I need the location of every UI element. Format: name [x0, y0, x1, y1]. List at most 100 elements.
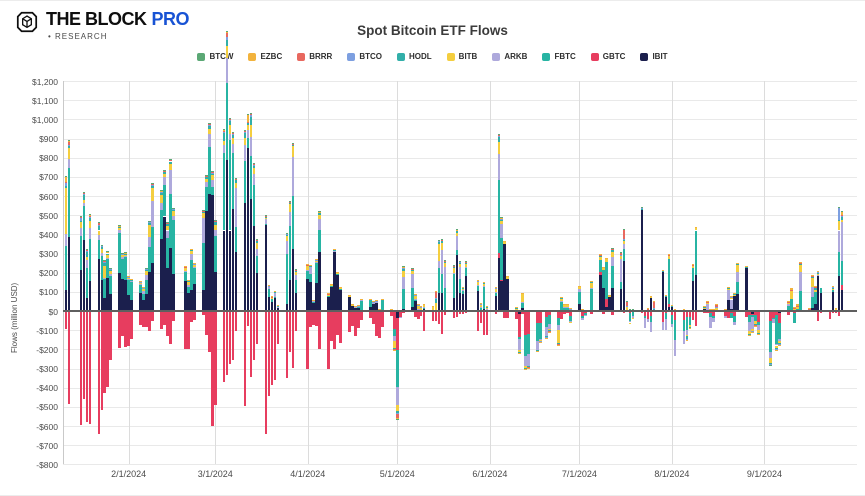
bar-segment-hodl[interactable]	[118, 227, 121, 228]
bar-segment-gbtc[interactable]	[214, 311, 217, 405]
bar-segment-fbtc[interactable]	[423, 308, 426, 309]
bar-segment-hodl[interactable]	[232, 135, 235, 138]
bar-segment-hodl[interactable]	[623, 240, 626, 241]
bar-segment-arkb[interactable]	[309, 267, 312, 273]
bar-segment-bitb[interactable]	[441, 243, 444, 250]
bar-segment-brrr[interactable]	[101, 245, 104, 246]
bar-segment-bitb[interactable]	[459, 264, 462, 267]
bar-segment-fbtc[interactable]	[151, 227, 154, 263]
bar-segment-ibit[interactable]	[695, 275, 698, 311]
legend-item-hodl[interactable]: HODL	[397, 52, 432, 61]
bar-segment-fbtc[interactable]	[235, 227, 238, 252]
bar-segment-gbtc[interactable]	[277, 311, 280, 344]
bar-segment-bitb[interactable]	[333, 250, 336, 251]
bar-segment-bitb[interactable]	[265, 218, 268, 219]
bar-segment-bitb[interactable]	[151, 188, 154, 201]
bar-segment-bitb[interactable]	[662, 271, 665, 272]
bar-segment-brrr[interactable]	[498, 135, 501, 136]
bar-segment-arkb[interactable]	[733, 322, 736, 324]
bar-segment-arkb[interactable]	[101, 253, 104, 256]
bar-segment-arkb[interactable]	[253, 174, 256, 185]
bar-segment-hodl[interactable]	[745, 267, 748, 268]
bar-segment-bitb[interactable]	[184, 268, 187, 271]
bar-segment-fbtc[interactable]	[527, 334, 530, 354]
bar-segment-fbtc[interactable]	[295, 280, 298, 293]
bar-segment-gbtc[interactable]	[841, 285, 844, 290]
bar-segment-ezbc[interactable]	[498, 134, 501, 135]
bar-segment-btco[interactable]	[256, 240, 259, 241]
bar-segment-hodl[interactable]	[265, 217, 268, 218]
bar-segment-hodl[interactable]	[736, 264, 739, 265]
bar-segment-fbtc[interactable]	[360, 300, 363, 311]
bar-segment-bitb[interactable]	[106, 254, 109, 258]
bar-segment-bitb[interactable]	[163, 174, 166, 178]
legend-item-ibit[interactable]: IBIT	[640, 52, 667, 61]
bar-segment-fbtc[interactable]	[456, 250, 459, 255]
bar-segment-gbtc[interactable]	[339, 311, 342, 343]
bar-segment-btco[interactable]	[498, 136, 501, 138]
bar-segment-brrr[interactable]	[250, 114, 253, 115]
bar-segment-ibit[interactable]	[256, 273, 259, 311]
bar-segment-brrr[interactable]	[208, 124, 211, 125]
bar-segment-fbtc[interactable]	[193, 267, 196, 284]
bar-segment-fbtc[interactable]	[590, 289, 593, 311]
bar-segment-hodl[interactable]	[109, 270, 112, 272]
bar-segment-hodl[interactable]	[500, 220, 503, 222]
bar-segment-brrr[interactable]	[235, 179, 238, 180]
bar-segment-hodl[interactable]	[706, 302, 709, 303]
bar-segment-arkb[interactable]	[456, 236, 459, 250]
legend-item-arkb[interactable]: ARKB	[492, 52, 527, 61]
bar-segment-arkb[interactable]	[190, 254, 193, 260]
bar-segment-arkb[interactable]	[106, 258, 109, 259]
bar-segment-fbtc[interactable]	[402, 289, 405, 309]
bar-segment-btco[interactable]	[295, 270, 298, 271]
bar-segment-bitb[interactable]	[235, 183, 238, 188]
bar-segment-hodl[interactable]	[590, 282, 593, 283]
bar-segment-ibit[interactable]	[841, 290, 844, 311]
bar-segment-fbtc[interactable]	[130, 282, 133, 300]
bar-segment-arkb[interactable]	[208, 134, 211, 147]
bar-segment-fbtc[interactable]	[548, 315, 551, 323]
bar-segment-bitb[interactable]	[745, 267, 748, 268]
bar-segment-fbtc[interactable]	[605, 262, 608, 299]
bar-segment-bitb[interactable]	[817, 274, 820, 275]
bar-segment-btco[interactable]	[214, 221, 217, 222]
bar-segment-arkb[interactable]	[674, 340, 677, 357]
bar-segment-brrr[interactable]	[653, 301, 656, 308]
bar-segment-brrr[interactable]	[623, 229, 626, 239]
bar-segment-arkb[interactable]	[611, 257, 614, 266]
bar-segment-hodl[interactable]	[560, 298, 563, 299]
bar-segment-arkb[interactable]	[130, 281, 133, 282]
bar-segment-hodl[interactable]	[832, 287, 835, 289]
bar-segment-fbtc[interactable]	[274, 297, 277, 298]
bar-segment-bitb[interactable]	[277, 306, 280, 307]
bar-segment-ibit[interactable]	[295, 293, 298, 311]
bar-segment-hodl[interactable]	[641, 208, 644, 209]
bar-segment-gbtc[interactable]	[506, 311, 509, 318]
bar-segment-fbtc[interactable]	[318, 230, 321, 252]
bar-segment-arkb[interactable]	[295, 275, 298, 280]
bar-segment-bitb[interactable]	[109, 271, 112, 273]
bar-segment-arkb[interactable]	[172, 216, 175, 220]
bar-segment-arkb[interactable]	[402, 277, 405, 289]
legend-item-gbtc[interactable]: GBTC	[591, 52, 626, 61]
legend-item-bitb[interactable]: BITB	[447, 52, 478, 61]
bar-segment-bitb[interactable]	[292, 146, 295, 158]
legend-item-brrr[interactable]: BRRR	[297, 52, 332, 61]
bar-segment-hodl[interactable]	[193, 264, 196, 265]
bar-segment-btco[interactable]	[626, 306, 629, 307]
bar-segment-fbtc[interactable]	[211, 187, 214, 195]
bar-segment-arkb[interactable]	[444, 267, 447, 288]
bar-segment-hodl[interactable]	[151, 186, 154, 188]
bar-segment-ibit[interactable]	[745, 268, 748, 311]
bar-segment-fbtc[interactable]	[841, 261, 844, 285]
bar-segment-hodl[interactable]	[599, 255, 602, 257]
bar-segment-fbtc[interactable]	[292, 196, 295, 249]
bar-segment-arkb[interactable]	[232, 144, 235, 152]
bar-segment-bitb[interactable]	[318, 215, 321, 220]
bar-segment-hodl[interactable]	[811, 277, 814, 278]
bar-segment-btco[interactable]	[841, 216, 844, 218]
bar-segment-ibit[interactable]	[465, 276, 468, 311]
bar-segment-btco[interactable]	[265, 216, 268, 217]
legend-item-ezbc[interactable]: EZBC	[248, 52, 282, 61]
